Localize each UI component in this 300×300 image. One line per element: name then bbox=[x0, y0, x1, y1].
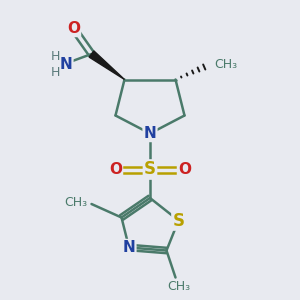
Text: S: S bbox=[144, 160, 156, 178]
Text: O: O bbox=[109, 162, 122, 177]
Text: H: H bbox=[51, 50, 60, 63]
Text: O: O bbox=[67, 21, 80, 36]
Text: S: S bbox=[172, 212, 184, 230]
Text: CH₃: CH₃ bbox=[214, 58, 238, 71]
Text: N: N bbox=[123, 240, 135, 255]
Text: CH₃: CH₃ bbox=[167, 280, 190, 293]
Text: O: O bbox=[178, 162, 191, 177]
Text: N: N bbox=[60, 57, 72, 72]
Text: H: H bbox=[51, 66, 60, 80]
Text: CH₃: CH₃ bbox=[64, 196, 87, 209]
Polygon shape bbox=[89, 51, 124, 80]
Text: N: N bbox=[144, 126, 156, 141]
